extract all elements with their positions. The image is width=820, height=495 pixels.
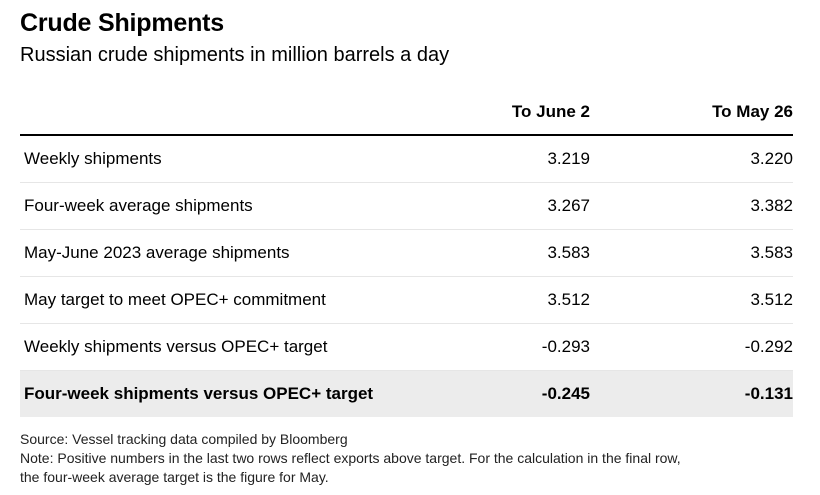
note-line-2: the four-week average target is the figu… <box>20 469 329 485</box>
source-note: Source: Vessel tracking data compiled by… <box>20 431 348 447</box>
row-value-to-june-2: 3.512 <box>547 290 590 309</box>
row-value-to-may-26: -0.131 <box>744 384 793 403</box>
row-value-to-june-2: -0.293 <box>541 337 590 356</box>
shipments-table: To June 2 To May 26 Weekly shipments 3.2… <box>20 94 793 417</box>
row-value-to-june-2: -0.245 <box>541 384 590 403</box>
row-label: May target to meet OPEC+ commitment <box>24 290 326 309</box>
column-header-to-june-2: To June 2 <box>511 102 590 121</box>
chart-footer: Source: Vessel tracking data compiled by… <box>20 430 800 487</box>
row-label: Four-week average shipments <box>24 196 253 215</box>
table-row: Four-week average shipments 3.267 3.382 <box>20 183 793 230</box>
row-value-to-may-26: 3.220 <box>750 149 793 168</box>
row-label: Weekly shipments versus OPEC+ target <box>24 337 328 356</box>
table-header: To June 2 To May 26 <box>20 94 793 136</box>
table-row: Weekly shipments versus OPEC+ target -0.… <box>20 324 793 371</box>
chart-title: Crude Shipments <box>20 9 224 37</box>
row-value-to-june-2: 3.219 <box>547 149 590 168</box>
row-label: Four-week shipments versus OPEC+ target <box>24 384 374 403</box>
chart-subtitle: Russian crude shipments in million barre… <box>20 44 450 66</box>
row-value-to-june-2: 3.583 <box>547 243 590 262</box>
row-value-to-may-26: 3.583 <box>750 243 793 262</box>
table-row: May target to meet OPEC+ commitment 3.51… <box>20 277 793 324</box>
table-row: May-June 2023 average shipments 3.583 3.… <box>20 230 793 277</box>
note-line-1: Note: Positive numbers in the last two r… <box>20 450 681 466</box>
table-row-highlighted: Four-week shipments versus OPEC+ target … <box>20 371 793 417</box>
column-header-to-may-26: To May 26 <box>712 102 793 121</box>
row-label: Weekly shipments <box>24 149 162 168</box>
row-value-to-may-26: 3.512 <box>750 290 793 309</box>
row-value-to-may-26: -0.292 <box>744 337 793 356</box>
row-value-to-june-2: 3.267 <box>547 196 590 215</box>
row-value-to-may-26: 3.382 <box>750 196 793 215</box>
row-label: May-June 2023 average shipments <box>24 243 290 262</box>
table-row: Weekly shipments 3.219 3.220 <box>20 136 793 183</box>
